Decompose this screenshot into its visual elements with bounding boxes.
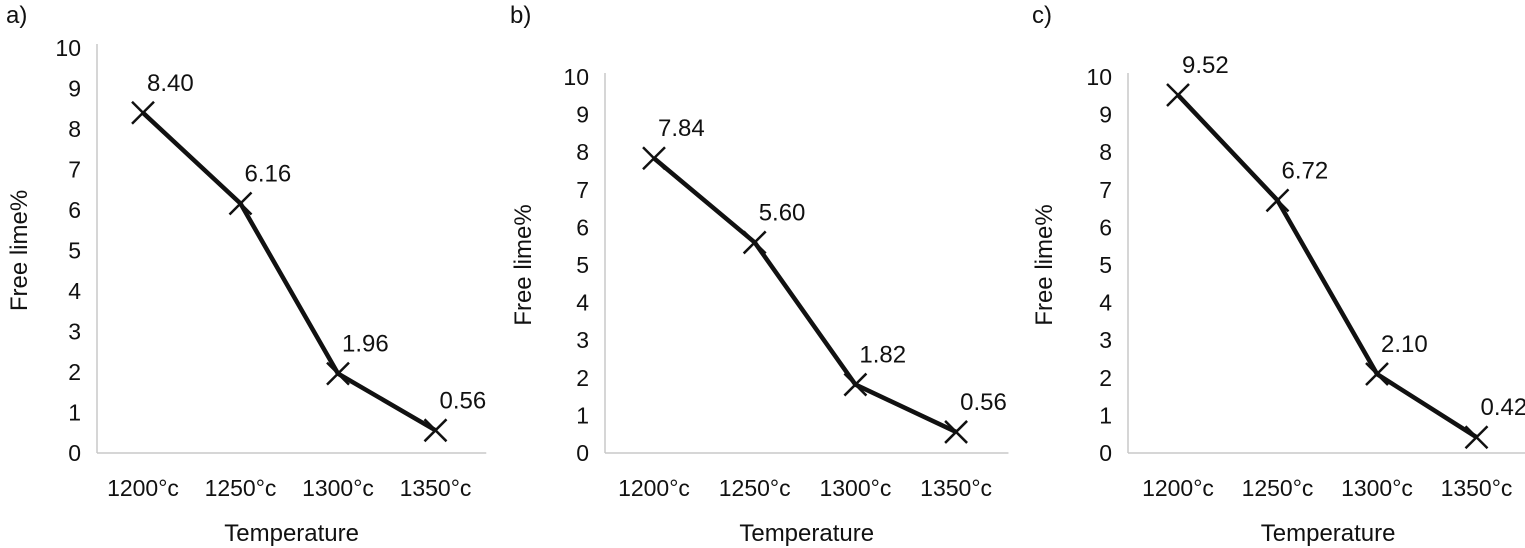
x-tick-label: 1350°c <box>400 475 472 501</box>
y-axis-title: Free lime% <box>510 204 537 325</box>
data-label: 2.10 <box>1381 331 1428 358</box>
data-label: 8.40 <box>147 70 194 97</box>
x-tick-label: 1250°c <box>719 475 791 501</box>
chart-panel-1: a) 0 1 2 3 4 5 6 7 8 9 10 1200°c 1250°c 1300°c 1350°c Te… <box>6 2 487 547</box>
x-tick-label: 1200°c <box>1142 475 1214 501</box>
data-point-marker <box>131 100 155 125</box>
x-tick-label: 1300°c <box>302 475 374 501</box>
y-tick-label: 8 <box>68 116 81 142</box>
marker-stroke <box>1464 425 1489 450</box>
data-point-marker <box>1464 425 1489 450</box>
y-tick-label: 1 <box>68 400 81 426</box>
y-tick-label: 0 <box>68 440 81 466</box>
data-label: 5.60 <box>759 199 806 226</box>
data-label: 1.96 <box>342 331 389 358</box>
y-tick-label: 9 <box>68 76 81 102</box>
y-tick-label: 0 <box>1099 440 1112 466</box>
y-tick-label: 4 <box>576 290 589 316</box>
marker-stroke <box>1166 83 1190 107</box>
data-label: 0.56 <box>960 389 1007 416</box>
data-point-marker <box>1166 83 1190 107</box>
y-tick-label: 5 <box>1099 252 1112 278</box>
series-line <box>1176 93 1478 440</box>
x-axis-title: Temperature <box>224 520 359 547</box>
marker-stroke <box>1365 362 1389 386</box>
y-tick-label: 9 <box>1099 102 1112 128</box>
panel-label: c) <box>1032 2 1052 29</box>
data-label: 6.72 <box>1282 157 1329 184</box>
y-tick-label: 10 <box>1086 64 1112 90</box>
y-tick-label: 10 <box>55 35 81 61</box>
data-label: 6.16 <box>245 161 292 188</box>
y-tick-label: 7 <box>68 157 81 183</box>
y-tick-label: 4 <box>1099 290 1112 316</box>
data-point-marker <box>944 420 968 444</box>
y-tick-label: 5 <box>576 252 589 278</box>
y-tick-label: 6 <box>1099 214 1112 240</box>
y-tick-label: 4 <box>68 278 81 304</box>
y-tick-label: 6 <box>68 197 81 223</box>
x-tick-label: 1350°c <box>1441 475 1513 501</box>
series-line <box>141 111 437 433</box>
panel-label: a) <box>6 2 27 29</box>
data-point-marker <box>423 418 448 443</box>
data-label: 0.42 <box>1481 394 1525 421</box>
y-tick-label: 1 <box>1099 402 1112 428</box>
data-label: 9.52 <box>1182 52 1229 79</box>
marker-stroke <box>326 361 350 386</box>
x-axis-title: Temperature <box>1261 520 1396 547</box>
y-tick-label: 5 <box>68 238 81 264</box>
y-tick-label: 2 <box>576 365 589 391</box>
y-tick-label: 8 <box>576 139 589 165</box>
y-tick-label: 7 <box>1099 177 1112 203</box>
marker-stroke <box>1265 188 1290 213</box>
chart-panel-2: b) 0 1 2 3 4 5 6 7 8 9 10 1200°c 1250°c 1300°c 1350°c Te… <box>510 2 1009 547</box>
data-point-marker <box>326 361 350 386</box>
data-point-marker <box>228 191 253 216</box>
y-tick-label: 3 <box>1099 327 1112 353</box>
data-point-marker <box>1265 188 1290 213</box>
y-tick-label: 2 <box>68 359 81 385</box>
y-tick-label: 0 <box>576 440 589 466</box>
series-line <box>652 156 958 434</box>
data-point-marker <box>843 372 868 397</box>
x-tick-label: 1300°c <box>1341 475 1413 501</box>
marker-stroke <box>642 146 666 171</box>
x-tick-label: 1300°c <box>819 475 891 501</box>
marker-stroke <box>843 372 868 397</box>
x-tick-label: 1200°c <box>618 475 690 501</box>
y-tick-label: 9 <box>576 102 589 128</box>
x-tick-label: 1350°c <box>920 475 992 501</box>
data-label: 0.56 <box>440 387 487 414</box>
y-axis-title: Free lime% <box>6 190 33 311</box>
marker-stroke <box>423 418 448 443</box>
x-tick-label: 1200°c <box>107 475 179 501</box>
y-tick-label: 1 <box>576 402 589 428</box>
marker-stroke <box>131 100 155 125</box>
data-point-marker <box>1365 362 1389 386</box>
y-tick-label: 7 <box>576 177 589 203</box>
data-label: 7.84 <box>658 115 705 142</box>
y-tick-label: 6 <box>576 214 589 240</box>
marker-stroke <box>944 420 968 444</box>
marker-stroke <box>742 230 767 255</box>
y-tick-label: 2 <box>1099 365 1112 391</box>
chart-panel-3: c) 0 1 2 3 4 5 6 7 8 9 10 1200°c 1250°c 1300°c 1350°c Te… <box>1031 2 1525 547</box>
y-tick-label: 3 <box>68 319 81 345</box>
marker-stroke <box>228 191 253 216</box>
x-tick-label: 1250°c <box>1242 475 1314 501</box>
y-tick-label: 10 <box>563 64 589 90</box>
x-tick-label: 1250°c <box>205 475 277 501</box>
data-label: 1.82 <box>859 342 906 369</box>
y-tick-label: 8 <box>1099 139 1112 165</box>
panel-label: b) <box>510 2 531 29</box>
y-axis-title: Free lime% <box>1031 204 1058 325</box>
y-tick-label: 3 <box>576 327 589 353</box>
data-point-marker <box>642 146 666 171</box>
x-axis-title: Temperature <box>739 520 874 547</box>
data-point-marker <box>742 230 767 255</box>
